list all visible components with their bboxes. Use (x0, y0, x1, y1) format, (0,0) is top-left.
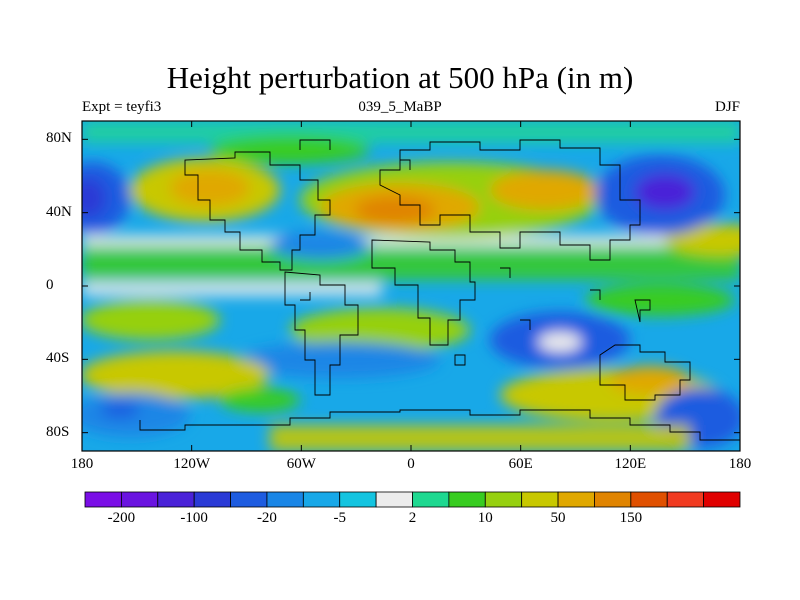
colorbar-swatch (521, 491, 559, 508)
colorbar-swatch (594, 491, 632, 508)
colorbar-swatch (193, 491, 231, 508)
colorbar-swatch (666, 491, 705, 508)
colorbar-swatch (120, 491, 159, 508)
colorbar-label: 150 (619, 510, 643, 526)
colorbar-label: 2 (408, 510, 417, 526)
y-tick-label: 80S (46, 423, 70, 440)
colorbar-swatch (157, 491, 195, 508)
colorbar-swatch (84, 491, 122, 508)
colorbar-swatch (484, 491, 523, 508)
x-tick-label: 120E (614, 456, 647, 472)
colorbar-label: 10 (477, 510, 493, 526)
colorbar-swatch (230, 491, 268, 508)
colorbar-swatch (448, 491, 486, 508)
colorbar-swatch (412, 491, 450, 508)
colorbar-swatch (375, 491, 413, 508)
colorbar-label: -20 (256, 510, 277, 526)
season-label: DJF (714, 99, 740, 115)
experiment-label: Expt = teyfi3 (82, 99, 162, 115)
period-label: 039_5_MaBP (358, 99, 442, 115)
x-tick-label: 180 (70, 456, 94, 472)
continent-outlines (139, 139, 740, 441)
x-tick-label: 0 (407, 456, 415, 472)
colorbar-swatch (339, 491, 377, 508)
colorbar-swatch (703, 491, 741, 508)
y-tick-label: 40N (46, 203, 72, 220)
colorbar-swatch (302, 491, 341, 508)
axis-ticks (81, 121, 741, 451)
colorbar-swatch (557, 491, 595, 508)
map-title: Height perturbation at 500 hPa (in m) (166, 60, 634, 95)
x-tick-label: 60E (508, 456, 533, 472)
x-tick-label: 180 (728, 456, 752, 472)
colorbar-label: -100 (180, 510, 208, 526)
colorbar-label: -200 (107, 510, 136, 526)
y-tick-label: 40S (46, 350, 70, 367)
colorbar-swatch (266, 491, 304, 508)
colorbar (84, 491, 741, 508)
x-tick-label: 60W (286, 456, 316, 472)
x-tick-label: 120W (173, 456, 210, 472)
y-tick-label: 0 (46, 277, 54, 293)
colorbar-label: -5 (333, 510, 346, 526)
contour-fill-field (82, 121, 740, 451)
colorbar-swatch (630, 491, 668, 508)
y-tick-label: 80N (46, 130, 72, 147)
colorbar-label: 50 (550, 510, 566, 526)
